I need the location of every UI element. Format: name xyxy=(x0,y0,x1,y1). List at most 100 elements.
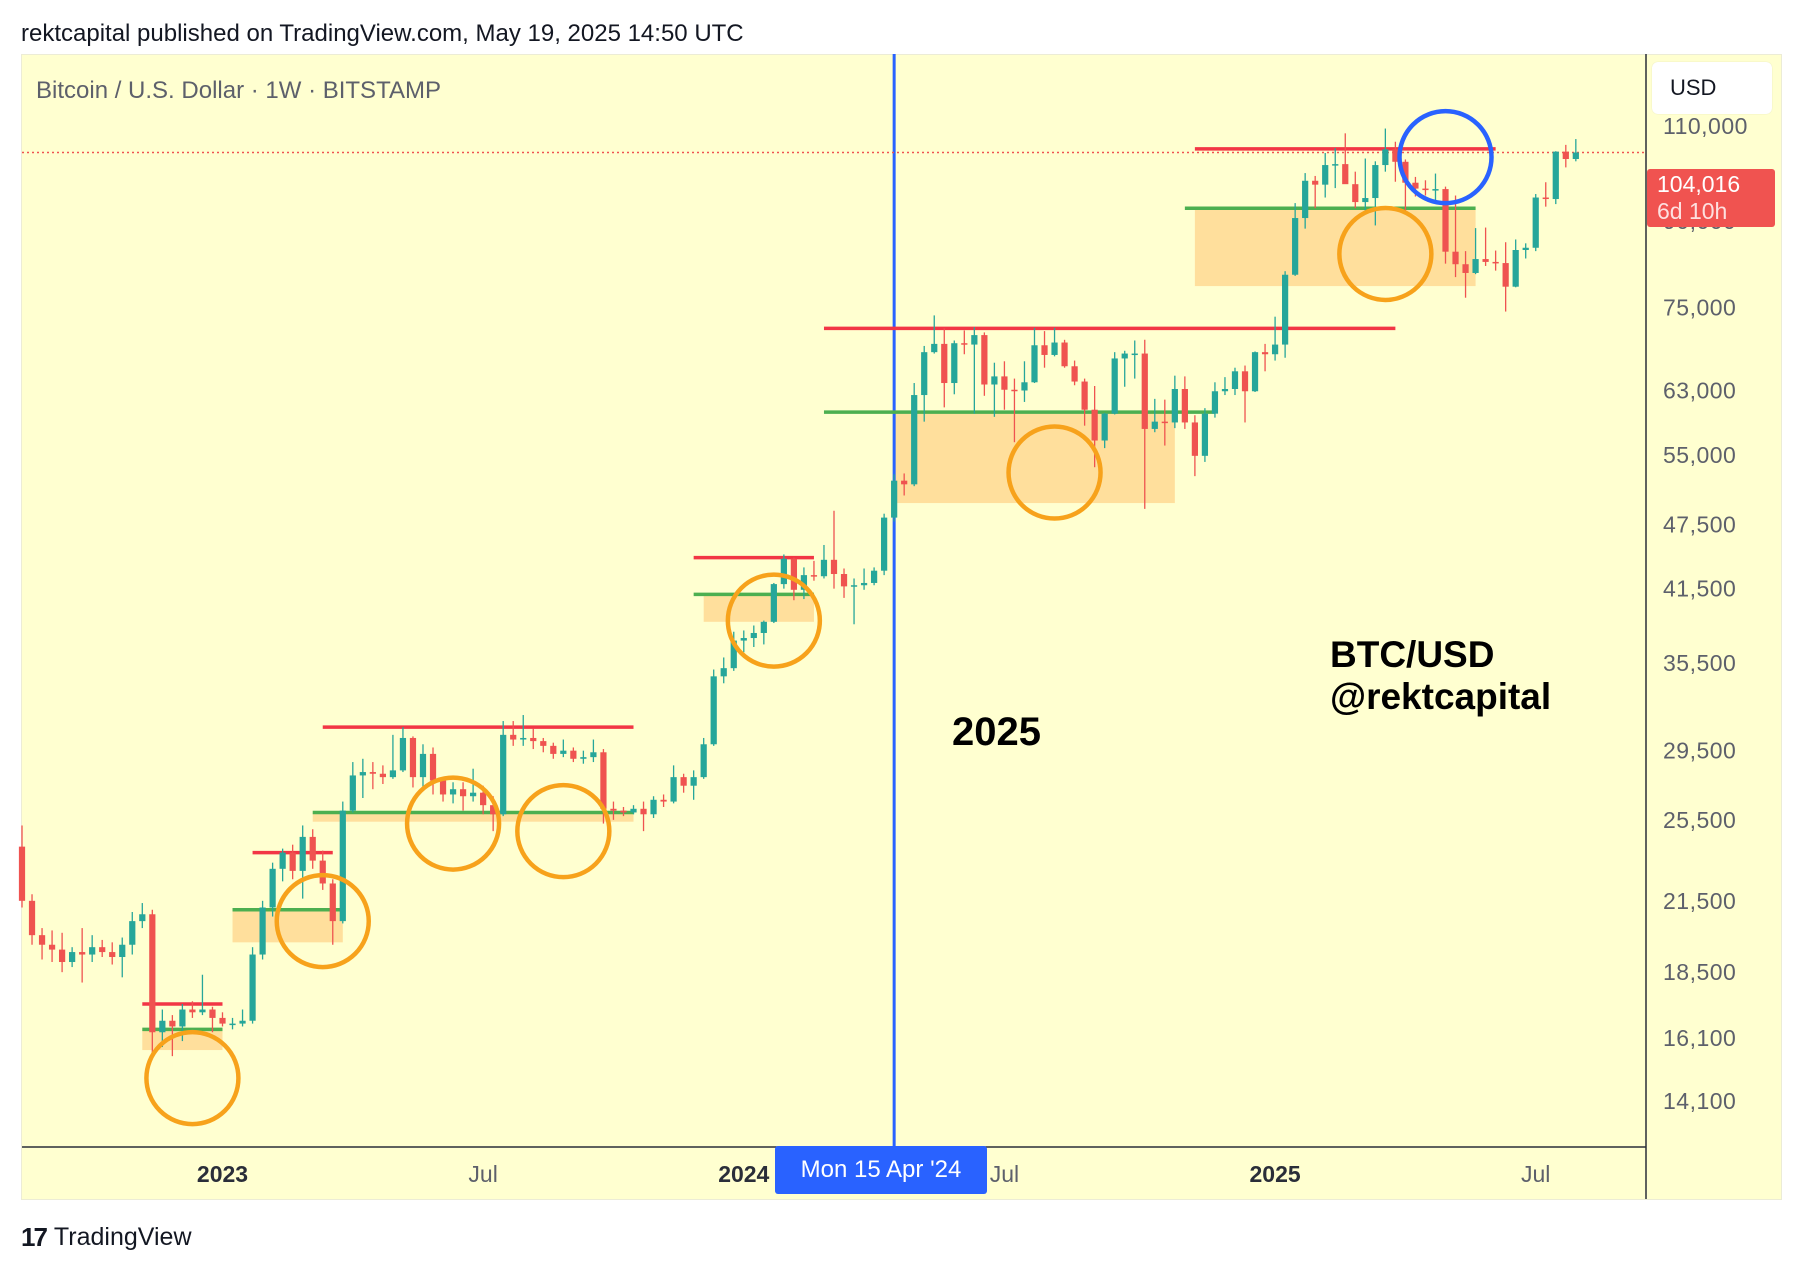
candle-body xyxy=(830,559,838,575)
candle-body xyxy=(389,770,397,778)
candle-body xyxy=(159,1020,166,1033)
x-tick-label: Jul xyxy=(1521,1161,1550,1187)
author-watermark: BTC/USD @rektcapital xyxy=(1330,634,1551,718)
candle-body xyxy=(770,584,777,622)
attribution: rektcapital published on TradingView.com… xyxy=(21,20,744,47)
candle-body xyxy=(1332,164,1339,166)
candle-body xyxy=(229,1023,236,1026)
candle-body xyxy=(520,737,527,740)
candle-body xyxy=(1211,391,1219,414)
candle-body xyxy=(79,952,86,955)
candle-body xyxy=(379,773,386,778)
y-tick-label: 18,500 xyxy=(1663,959,1736,985)
candle-body xyxy=(419,753,427,778)
range-zone xyxy=(894,412,1175,504)
y-tick-label: 21,500 xyxy=(1663,888,1736,914)
candle-body xyxy=(249,954,256,1021)
candle-body xyxy=(500,734,507,815)
candle-body xyxy=(1101,413,1108,441)
chart-frame[interactable] xyxy=(21,54,1782,1200)
candle-body xyxy=(840,574,848,587)
y-tick-label: 16,100 xyxy=(1663,1025,1736,1051)
candle-body xyxy=(620,810,627,813)
y-tick-label: 35,500 xyxy=(1663,650,1736,676)
candle-body xyxy=(1011,389,1018,392)
symbol-title[interactable]: Bitcoin / U.S. Dollar · 1W · BITSTAMP xyxy=(36,77,441,104)
candle-body xyxy=(129,921,136,945)
x-tick-label: Jul xyxy=(468,1161,497,1187)
candle-body xyxy=(199,1009,206,1013)
y-tick-label: 29,500 xyxy=(1663,738,1736,764)
candle-body xyxy=(429,753,437,781)
candle-body xyxy=(730,640,737,669)
highlight-circle-orange xyxy=(515,782,612,880)
candle-body xyxy=(349,775,356,811)
candle-body xyxy=(18,846,26,901)
highlight-circles xyxy=(144,108,1494,1127)
candle-body xyxy=(850,585,858,587)
candle-body xyxy=(239,1020,246,1024)
candle-body xyxy=(1522,247,1529,251)
tradingview-logo-text: TradingView xyxy=(53,1223,192,1251)
candle-body xyxy=(58,949,66,963)
tradingview-logo[interactable]: 17 TradingView xyxy=(21,1222,192,1253)
candle-body xyxy=(610,808,617,811)
candle-body xyxy=(1201,413,1209,456)
range-zone xyxy=(312,812,634,822)
candle-body xyxy=(1422,188,1429,191)
candle-body xyxy=(1261,352,1269,355)
candle-body xyxy=(1462,264,1469,273)
candle-body xyxy=(1181,388,1188,423)
candle-body xyxy=(1552,151,1559,200)
x-tick-label: 2023 xyxy=(197,1161,248,1187)
range-zone xyxy=(703,594,814,622)
candle-body xyxy=(1372,165,1379,199)
candle-body xyxy=(1542,197,1549,200)
candle-body xyxy=(1342,164,1349,185)
candle-body xyxy=(650,799,657,815)
candle-body xyxy=(1442,189,1449,252)
candle-body xyxy=(179,1009,186,1027)
candle-body xyxy=(911,395,918,485)
candle-body xyxy=(1322,165,1329,185)
candle-body xyxy=(490,805,497,815)
candle-body xyxy=(1051,342,1058,355)
candle-body xyxy=(560,750,567,754)
candle-body xyxy=(780,558,787,585)
candle-body xyxy=(1131,353,1138,356)
candle-body xyxy=(1512,250,1519,287)
candle-body xyxy=(48,944,56,950)
x-tick-label: 2025 xyxy=(1250,1161,1301,1187)
candle-body xyxy=(139,914,146,922)
candle-body xyxy=(750,632,757,639)
candle-body xyxy=(951,343,958,384)
candle-body xyxy=(309,836,316,861)
cursor-date-label: Mon 15 Apr '24 xyxy=(775,1146,987,1194)
currency-selector[interactable]: USD xyxy=(1652,62,1772,114)
y-tick-label: 47,500 xyxy=(1663,512,1736,538)
candle-body xyxy=(590,752,597,758)
candle-body xyxy=(1472,259,1479,273)
candle-body xyxy=(540,741,547,746)
candle-body xyxy=(630,808,637,813)
candle-body xyxy=(1492,261,1499,264)
candle-body xyxy=(720,668,727,677)
candle-body xyxy=(1221,388,1229,392)
candle-body xyxy=(550,745,557,754)
candle-body xyxy=(710,676,717,745)
candle-body xyxy=(1362,198,1369,203)
candle-body xyxy=(961,343,968,345)
candle-body xyxy=(600,752,607,809)
highlight-circle-orange xyxy=(404,775,502,872)
candle-body xyxy=(1241,371,1249,392)
candle-body xyxy=(1021,382,1028,391)
candle-body xyxy=(1081,381,1088,410)
candle-body xyxy=(1061,342,1068,367)
candle-body xyxy=(289,852,296,871)
candle-body xyxy=(1402,161,1409,183)
candle-body xyxy=(1231,371,1239,389)
candle-body xyxy=(319,860,326,884)
axes: 110,00090,00075,00063,00055,00047,50041,… xyxy=(22,54,1747,1199)
candle-body xyxy=(219,1017,226,1024)
